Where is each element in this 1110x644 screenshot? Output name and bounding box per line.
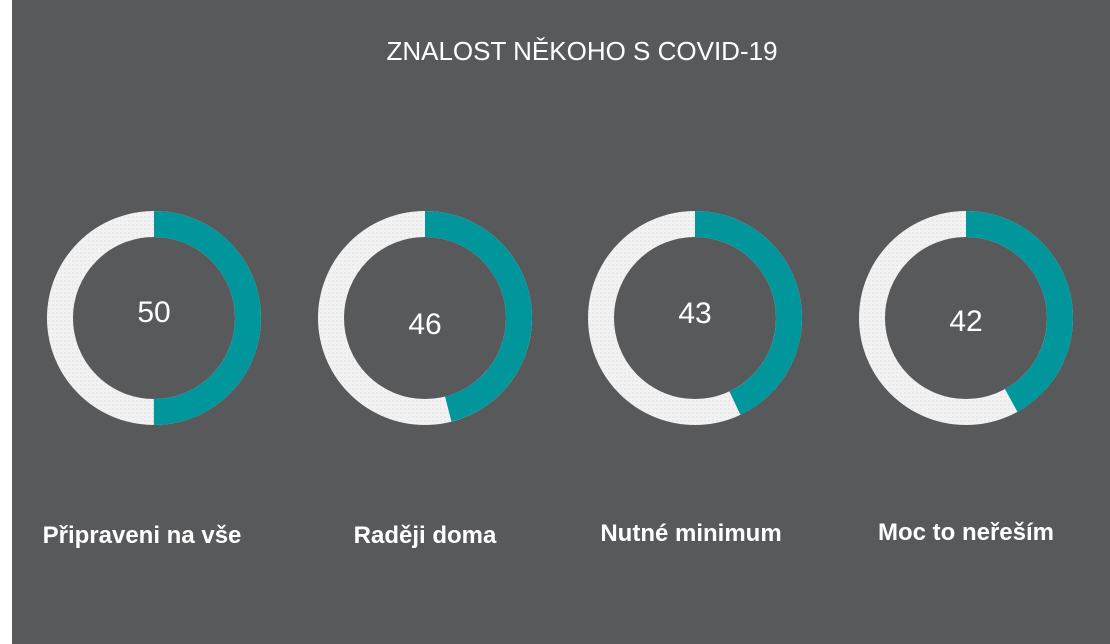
donut-4: 42 Moc to neřeším — [859, 211, 1073, 546]
donut-value-label: 46 — [408, 308, 441, 341]
donut-1: 50 Připraveni na vše — [43, 211, 261, 549]
donut-value-label: 50 — [137, 296, 170, 329]
category-label: Připraveni na vše — [43, 522, 242, 549]
chart-panel — [12, 0, 1110, 644]
donut-value-label: 42 — [949, 305, 982, 338]
category-label: Nutné minimum — [600, 520, 781, 547]
donut-3: 43 Nutné minimum — [588, 211, 802, 547]
donut-value-arc — [859, 211, 1073, 425]
category-label: Raději doma — [354, 522, 497, 549]
donut-value-label: 43 — [678, 297, 711, 330]
donut-2: 46 Raději doma — [318, 211, 532, 549]
donut-value-arc — [47, 211, 261, 425]
chart-title: ZNALOST NĚKOHO S COVID-19 — [386, 36, 777, 66]
donut-value-arc — [318, 211, 532, 425]
category-label: Moc to neřeším — [878, 519, 1054, 546]
donut-group: 50 Připraveni na vše 46 Raději doma 43 Nutné … — [43, 211, 1073, 549]
donut-value-arc — [588, 211, 802, 425]
